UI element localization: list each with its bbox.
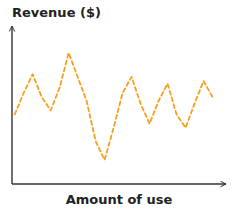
x-axis-label: Amount of use <box>66 192 173 207</box>
chart-container: Revenue ($) Amount of use <box>0 0 234 214</box>
x-axis <box>12 183 226 184</box>
y-axis <box>11 26 12 184</box>
data-line <box>15 53 213 160</box>
chart: Revenue ($) Amount of use <box>0 0 234 214</box>
title: Revenue ($) <box>12 5 101 20</box>
plot-area <box>15 53 213 160</box>
